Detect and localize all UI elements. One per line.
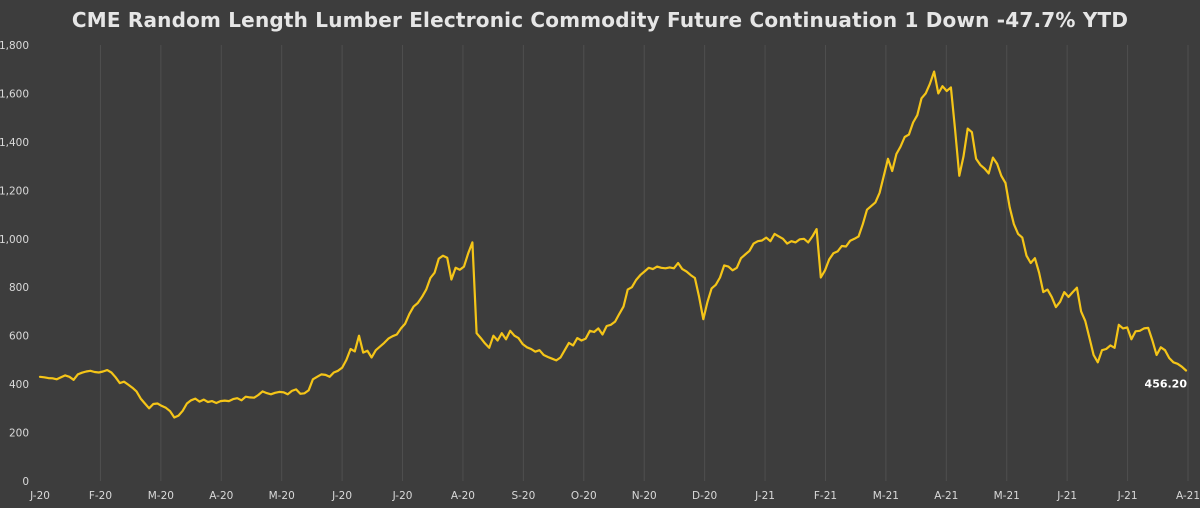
y-tick-label: 1,800 xyxy=(0,40,29,52)
x-tick-label: M-20 xyxy=(269,490,295,502)
x-tick-label: J-21 xyxy=(754,490,775,502)
x-tick-label: J-21 xyxy=(1056,490,1077,502)
x-tick-label: J-21 xyxy=(1117,490,1138,502)
series-line xyxy=(38,70,1188,419)
x-tick-label: S-20 xyxy=(511,490,535,502)
data-labels: 456.20 xyxy=(1145,377,1188,390)
end-value-label: 456.20 xyxy=(1145,377,1188,390)
x-axis: J-20 F-20 M-20 A-20 M-20 J-20 J-20 A-20 S-20 O-20… xyxy=(29,490,1200,502)
y-axis: 0 200 400 600 800 1,000 1,200 1,400 1,600 1,800 xyxy=(0,40,29,488)
x-tick-label: J-20 xyxy=(392,490,413,502)
x-tick-label: J-20 xyxy=(29,490,50,502)
y-tick-label: 0 xyxy=(22,476,29,488)
y-tick-label: 1,200 xyxy=(0,185,29,197)
y-tick-label: 600 xyxy=(9,331,29,343)
chart-title: CME Random Length Lumber Electronic Comm… xyxy=(71,8,1129,32)
x-tick-label: F-21 xyxy=(814,490,837,502)
x-tick-label: M-21 xyxy=(873,490,899,502)
x-tick-label: A-21 xyxy=(934,490,958,502)
y-tick-label: 1,600 xyxy=(0,88,29,100)
x-tick-label: N-20 xyxy=(632,490,657,502)
grid-lines xyxy=(99,45,1189,481)
x-tick-label: A-20 xyxy=(451,490,475,502)
x-tick-label: J-20 xyxy=(331,490,352,502)
series-layer xyxy=(38,70,1188,419)
y-tick-label: 400 xyxy=(9,379,29,391)
x-tick-label: F-20 xyxy=(89,490,112,502)
x-tick-label: M-21 xyxy=(994,490,1020,502)
x-tick-label: M-20 xyxy=(148,490,174,502)
x-tick-label: A-21 xyxy=(1176,490,1200,502)
y-tick-label: 1,400 xyxy=(0,137,29,149)
y-tick-label: 200 xyxy=(9,428,29,440)
x-tick-label: D-20 xyxy=(692,490,717,502)
y-tick-label: 800 xyxy=(9,282,29,294)
x-tick-label: O-20 xyxy=(571,490,597,502)
x-tick-label: A-20 xyxy=(209,490,233,502)
y-tick-label: 1,000 xyxy=(0,234,29,246)
